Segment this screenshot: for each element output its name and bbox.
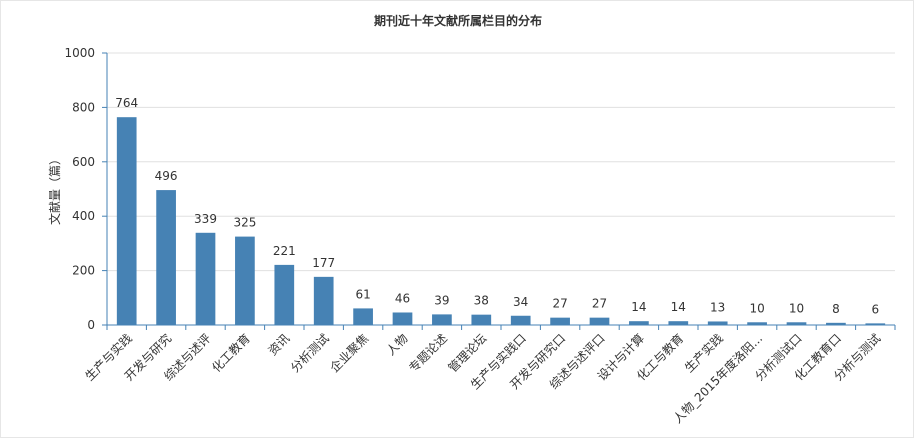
data-label: 38 xyxy=(474,294,489,308)
y-tick-label: 0 xyxy=(87,318,95,332)
chart-title: 期刊近十年文献所属栏目的分布 xyxy=(374,13,542,28)
x-tick-label: 分析测试 xyxy=(287,331,332,376)
data-label: 10 xyxy=(749,301,764,315)
y-axis-title-group: 文献量（篇） xyxy=(47,153,62,225)
y-tick-label: 400 xyxy=(72,209,95,223)
y-axis-ticks: 0 200 400 600 800 1000 xyxy=(64,46,107,332)
data-label: 496 xyxy=(155,169,178,183)
y-tick-label: 200 xyxy=(72,264,95,278)
data-label: 34 xyxy=(513,295,528,309)
bar[interactable] xyxy=(707,321,728,325)
bar[interactable] xyxy=(510,315,531,325)
gridlines xyxy=(107,52,895,272)
data-label: 27 xyxy=(592,297,607,311)
x-tick-label: 企业聚焦 xyxy=(327,331,372,376)
bar[interactable] xyxy=(156,190,176,325)
bar[interactable] xyxy=(274,264,295,325)
data-label: 27 xyxy=(552,297,567,311)
data-label: 325 xyxy=(233,216,256,230)
data-label: 339 xyxy=(194,212,217,226)
data-label: 177 xyxy=(312,256,335,270)
axes xyxy=(106,53,895,326)
bar[interactable] xyxy=(865,323,886,325)
x-tick-label: 化工教育 xyxy=(208,331,253,376)
bar[interactable] xyxy=(589,317,610,325)
bar[interactable] xyxy=(195,232,216,325)
data-label: 13 xyxy=(710,300,725,314)
y-tick-label: 1000 xyxy=(64,46,95,60)
data-label: 764 xyxy=(115,96,138,110)
bar[interactable] xyxy=(353,308,373,325)
y-tick-label: 600 xyxy=(72,155,95,169)
bar[interactable] xyxy=(629,321,649,325)
x-tick-label: 人物 xyxy=(384,331,411,358)
bar[interactable] xyxy=(235,236,255,325)
bar[interactable] xyxy=(471,314,492,325)
y-tick-label: 800 xyxy=(72,100,95,114)
bar[interactable] xyxy=(313,276,334,325)
data-label: 6 xyxy=(871,302,879,316)
data-label: 39 xyxy=(434,293,449,307)
data-labels: 764 496 339 325 221 177 61 46 39 38 34 27 27 14 14 13 10… xyxy=(115,96,879,316)
bar[interactable] xyxy=(550,317,570,325)
x-tick-label: 专题论述 xyxy=(405,331,450,376)
data-label: 14 xyxy=(631,300,646,314)
bar[interactable] xyxy=(668,321,689,325)
bar[interactable] xyxy=(786,322,807,325)
data-label: 10 xyxy=(789,301,804,315)
y-axis-title: 文献量（篇） xyxy=(47,153,62,225)
data-label: 8 xyxy=(832,302,840,316)
data-label: 61 xyxy=(355,287,370,301)
data-label: 46 xyxy=(395,291,410,305)
bar[interactable] xyxy=(747,322,767,325)
bar[interactable] xyxy=(826,322,846,325)
bar[interactable] xyxy=(116,117,137,325)
bar[interactable] xyxy=(432,314,452,325)
data-label: 14 xyxy=(671,300,686,314)
bars xyxy=(116,117,886,325)
bar[interactable] xyxy=(392,312,413,325)
data-label: 221 xyxy=(273,244,296,258)
x-tick-label: 资讯 xyxy=(266,331,293,358)
